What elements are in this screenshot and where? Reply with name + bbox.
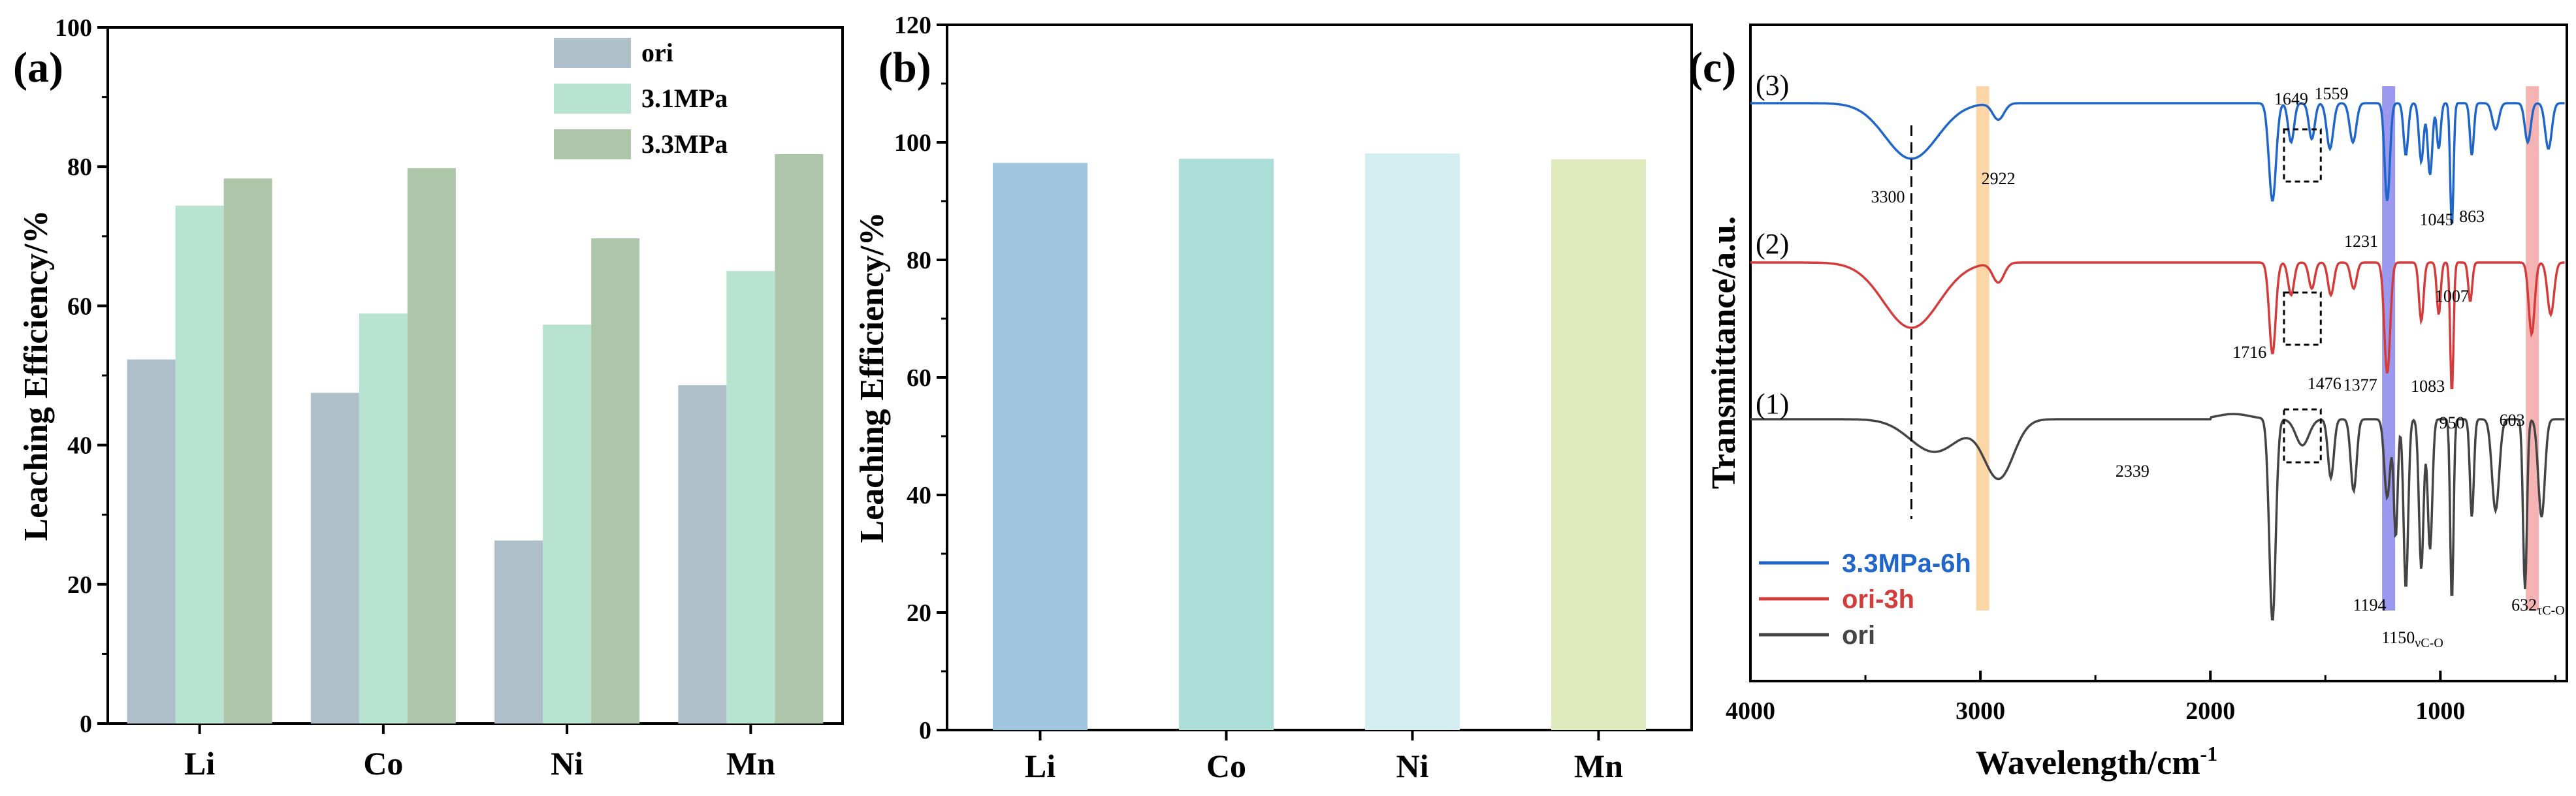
panel-a-ytick-label: 60 [67,293,92,320]
panel-c-dashed-box [2283,291,2322,346]
panel-a-category-label: Ni [551,745,583,782]
panel-b-ytick-label: 20 [907,599,931,627]
panel-c-peak-annotation: 1231 [2344,232,2378,251]
panel-a-bar [175,205,224,724]
panel-c-highlight-band [2526,86,2539,611]
panel-c-dashed-box [2283,408,2322,464]
panel-c-peak-annotation: 2922 [1982,169,2016,188]
panel-a-legend-swatch [554,84,631,114]
panel-a-bar [726,271,775,724]
panel-a-ylabel: Leaching Efficiency/% [18,210,55,541]
panel-c-xtick-label: 4000 [1726,697,1775,725]
panel-c-peak-annotation: 1194 [2353,596,2387,614]
panel-a-legend-swatch [554,38,631,68]
panel-a-label: (a) [13,44,63,91]
panel-a-category-label: Mn [726,745,775,782]
panel-b-category-label: Mn [1574,748,1623,784]
panel-c-curve-label: (1) [1756,388,1789,420]
panel-b-bar [993,163,1087,730]
panel-c-peak-annotation: 1559 [2315,84,2349,103]
panel-c-curve-label: (3) [1756,69,1789,101]
panel-c-peak-annotation: 2339 [2116,462,2149,481]
panel-a-ytick-label: 40 [67,432,92,460]
panel-b-category-label: Li [1025,748,1055,784]
panel-c-dashed-box [2283,128,2322,183]
panel-a-legend-swatch [554,129,631,159]
panel-c-peak-annotation: 1045 [2419,210,2453,229]
panel-c-xtick-label: 1000 [2415,697,2465,725]
panel-a-ytick-label: 20 [67,571,92,599]
panel-c-peak-annotation: 1716 [2232,343,2266,362]
panel-c-peak-annotation: 3300 [1871,187,1905,206]
panel-c-peak-annotation: 1150νC-O [2381,628,2443,650]
panel-a-bar [223,178,272,724]
panel-a-bar [494,540,543,724]
panel-b-category-label: Ni [1396,748,1429,784]
panel-a-bar [543,325,592,724]
panel-c-peak-annotation: 863 [2459,207,2485,226]
panel-a-legend-label: 3.3MPa [641,129,728,159]
panel-a-ytick-label: 0 [80,710,92,738]
panel-c-highlight-band [1976,86,1989,611]
panel-c-xtick-label: 2000 [2185,697,2235,725]
panel-a-bar [407,168,456,724]
panel-c-spectrum-line [1750,261,2565,389]
panel-a-category-label: Li [184,745,215,782]
panel-a-bar [591,238,640,724]
panel-c-ylabel: Transmittance/a.u. [1705,216,1743,489]
panel-b-ytick-label: 100 [894,129,931,157]
panel-b-bar [1365,153,1460,731]
panel-b-ytick-label: 40 [907,482,931,509]
panel-c-peak-annotation: 950 [2439,413,2464,432]
panel-b-ytick-label: 0 [919,717,931,744]
panel-a-legend-label: 3.1MPa [641,84,728,113]
panel-c-peak-annotation: 603 [2500,411,2525,430]
panel-b-ytick-label: 80 [907,247,931,274]
panel-c-legend-label: ori [1842,621,1875,650]
panel-b-ytick-label: 60 [907,364,931,392]
panel-c-peak-annotation: 1007 [2435,287,2469,306]
panel-b-category-label: Co [1206,748,1246,784]
panel-b-bar [1551,159,1646,731]
panel-c-peak-annotation: 1083 [2411,377,2445,396]
panel-a-category-label: Co [363,745,403,782]
panel-c-xlabel: Wavelength/cm-1 [1976,742,2217,782]
panel-a-legend-label: ori [641,38,673,67]
panel-a-ytick-label: 100 [55,14,92,42]
panel-c-curve-label: (2) [1756,228,1789,260]
panel-c-frame [1749,24,2568,682]
panel-c-peak-annotation: 1476 [2308,374,2342,393]
panel-c-peak-annotation: 1649 [2274,89,2308,108]
panel-c-label: (c) [1688,44,1736,91]
panel-b-label: (b) [878,44,931,91]
panel-c-legend-label: 3.3MPa-6h [1842,549,1971,578]
panel-a-bar [775,154,824,724]
panel-a-bar [310,392,359,724]
panel-a-bar [359,313,408,724]
panel-b-ylabel: Leaching Efficiency/% [854,212,891,543]
panel-a-ytick-label: 80 [67,153,92,181]
panel-c-spectrum-line [1750,102,2565,224]
panel-c-legend-label: ori-3h [1842,585,1914,614]
panel-a-bar [127,359,176,724]
panel-c-spectrum-line [1750,413,2565,621]
panel-a-bar [678,385,727,724]
panel-c-xtick-label: 3000 [1956,697,2005,725]
panel-b-ytick-label: 120 [894,12,931,39]
panel-b-bar [1179,159,1274,730]
panel-c-peak-annotation: 1377 [2343,375,2377,394]
